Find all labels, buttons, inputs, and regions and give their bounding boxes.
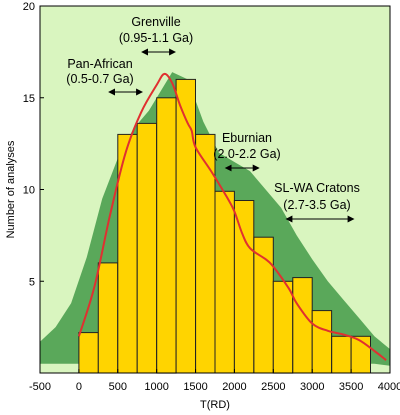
histogram-bar (272, 280, 294, 374)
histogram-bar (156, 97, 177, 374)
x-tick-label: 1500 (183, 381, 207, 393)
x-tick-label: 500 (109, 381, 127, 393)
x-tick-label: 1000 (144, 381, 168, 393)
histogram-bar (214, 190, 235, 374)
y-axis-label: Number of analyses (5, 140, 17, 238)
annotation-title: Pan-African (67, 57, 132, 71)
x-tick-label: 2500 (261, 381, 285, 393)
x-tick-label: 3500 (339, 381, 363, 393)
annotation-range: (0.5-0.7 Ga) (66, 72, 133, 86)
x-tick-label: 2000 (222, 381, 246, 393)
annotation-range: (2.7-3.5 Ga) (283, 198, 350, 212)
annotation-title: Grenville (131, 15, 180, 29)
annotation: Eburnian (2.0-2.2 Ga) (213, 131, 281, 172)
annotation-range: (0.95-1.1 Ga) (119, 31, 193, 45)
histogram-bar (311, 310, 333, 374)
annotation: Pan-African(0.5-0.7 Ga) (66, 57, 144, 96)
x-axis-label: T(RD) (200, 399, 230, 411)
annotation-range: (2.0-2.2 Ga) (213, 147, 280, 161)
histogram-bar (331, 335, 352, 374)
annotation: Grenville (0.95-1.1 Ga) (119, 15, 193, 56)
histogram-bar (292, 277, 313, 374)
x-tick-label: -500 (29, 381, 51, 393)
y-tick-label: 10 (23, 185, 35, 197)
annotation-title: Eburnian (222, 131, 272, 145)
histogram-bar (136, 122, 158, 374)
histogram-bar (195, 133, 216, 374)
histogram-bar (233, 200, 255, 374)
y-tick-label: 5 (29, 276, 35, 288)
y-tick-label: 20 (23, 1, 35, 13)
x-tick-label: 0 (76, 381, 82, 393)
histogram-bar (175, 78, 197, 374)
x-tick-label: 4000 (378, 381, 400, 393)
annotation: SL-WA Cratons (2.7-3.5 Ga) (274, 181, 360, 223)
histogram-bar (97, 262, 119, 374)
x-tick-label: 3000 (300, 381, 324, 393)
histogram-bar (78, 332, 99, 374)
annotation-title: SL-WA Cratons (274, 181, 360, 195)
density-curve (77, 72, 387, 361)
y-tick-label: 15 (23, 93, 35, 105)
